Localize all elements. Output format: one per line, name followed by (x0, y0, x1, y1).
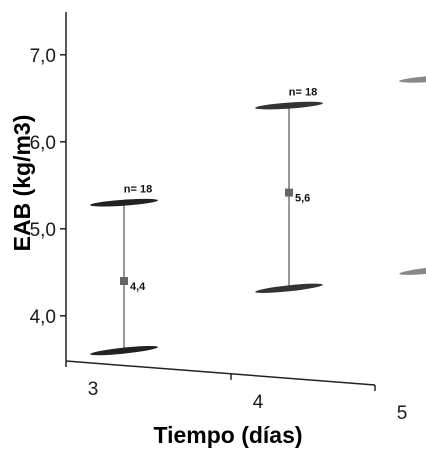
error-bar-cap-low (255, 283, 323, 293)
ticks: 4,0 5,0 6,0 7,0 3 4 5 (30, 46, 408, 424)
marks: 4,4n= 185,6n= 186,0n= 1 (90, 74, 426, 356)
x-tick-label: 4 (253, 392, 264, 413)
x-tick-label: 3 (88, 379, 99, 400)
sample-size-label: n= 18 (124, 184, 152, 196)
x-axis-line (65, 360, 376, 386)
y-axis-title: EAB (kg/m3) (9, 115, 35, 252)
error-bar-cap-high (399, 74, 426, 83)
sample-size-label: n= 18 (289, 87, 317, 99)
error-bar-cap-high (255, 101, 323, 110)
error-bar-cap-low (90, 345, 158, 356)
y-tick-label: 5,0 (30, 220, 56, 241)
y-tick-label: 7,0 (30, 46, 56, 67)
y-tick-label: 4,0 (30, 307, 56, 328)
mean-value-label: 5,6 (295, 193, 310, 205)
mean-marker (285, 188, 293, 197)
error-bar-cap-low (399, 265, 426, 275)
error-bar-cap-high (90, 198, 158, 207)
x-axis-title: Tiempo (días) (153, 422, 302, 448)
mean-marker (120, 277, 128, 285)
axes (65, 12, 376, 386)
y-tick-label: 6,0 (30, 133, 56, 154)
mean-value-label: 4,4 (130, 281, 146, 293)
x-tick-label: 5 (397, 403, 408, 424)
